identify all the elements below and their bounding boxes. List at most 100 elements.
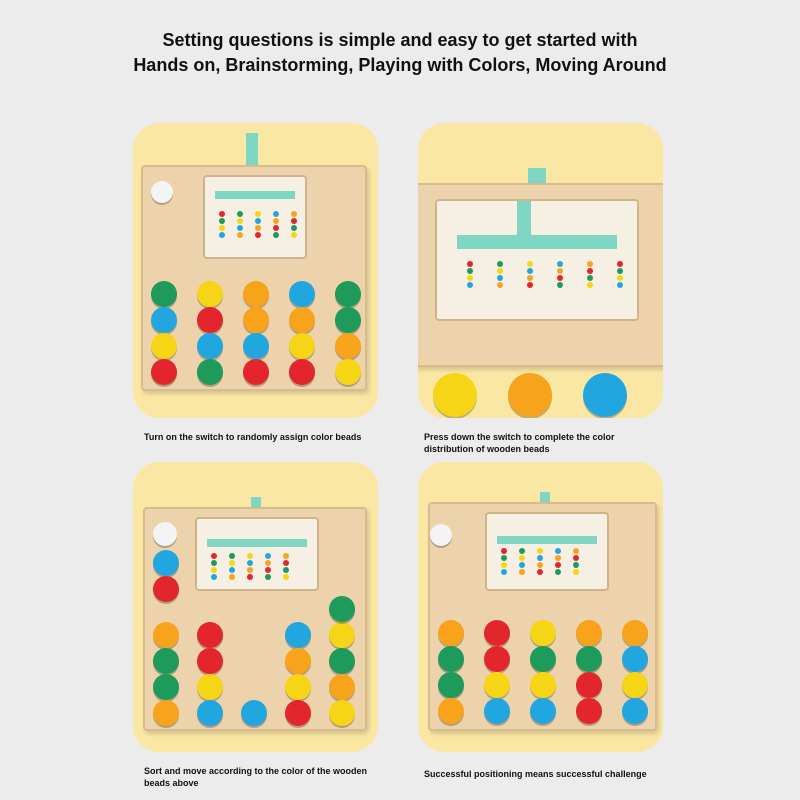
disc-yellow[interactable] [285,674,311,700]
disc-white[interactable] [151,181,173,203]
disc-blue[interactable] [622,698,648,724]
disc-blue[interactable] [583,373,627,417]
disc-red[interactable] [484,646,510,672]
disc-orange[interactable] [285,648,311,674]
disc-blue[interactable] [622,646,648,672]
bead [501,569,507,575]
disc-green[interactable] [576,646,602,672]
disc-orange[interactable] [508,373,552,417]
disc-orange[interactable] [153,622,179,648]
panel-random-assign [133,123,378,418]
disc-white[interactable] [153,522,177,546]
disc-green[interactable] [151,281,177,307]
bead [617,282,623,288]
disc-yellow[interactable] [530,672,556,698]
disc-red[interactable] [576,672,602,698]
disc-yellow[interactable] [289,333,315,359]
disc-orange[interactable] [243,307,269,333]
bead [617,275,623,281]
bead [519,555,525,561]
bead [573,555,579,561]
disc-red[interactable] [289,359,315,385]
disc-green[interactable] [335,281,361,307]
disc-red[interactable] [197,648,223,674]
disc-yellow[interactable] [335,359,361,385]
bead [283,574,289,580]
disc-green[interactable] [197,359,223,385]
disc-green[interactable] [329,596,355,622]
bead-window [485,512,609,591]
disc-orange[interactable] [438,698,464,724]
bead [573,569,579,575]
disc-yellow[interactable] [530,620,556,646]
bead [229,553,235,559]
bead [247,574,253,580]
caption-2: Press down the switch to complete the co… [424,432,615,454]
disc-orange[interactable] [438,620,464,646]
disc-orange[interactable] [335,333,361,359]
disc-green[interactable] [438,646,464,672]
disc-yellow[interactable] [151,333,177,359]
disc-blue[interactable] [289,281,315,307]
disc-green[interactable] [335,307,361,333]
disc-white[interactable] [430,524,452,546]
disc-blue[interactable] [530,698,556,724]
disc-orange[interactable] [329,674,355,700]
switch-bar [497,536,597,544]
switch-bar [215,191,295,199]
disc-orange[interactable] [576,620,602,646]
disc-red[interactable] [576,698,602,724]
bead [211,567,217,573]
disc-red[interactable] [151,359,177,385]
bead [291,211,297,217]
disc-blue[interactable] [197,333,223,359]
disc-green[interactable] [153,674,179,700]
disc-blue[interactable] [243,333,269,359]
disc-orange[interactable] [243,281,269,307]
bead [519,548,525,554]
disc-blue[interactable] [151,307,177,333]
switch-bar [207,539,307,547]
disc-yellow[interactable] [197,674,223,700]
disc-blue[interactable] [197,700,223,726]
disc-red[interactable] [484,620,510,646]
switch-bar [457,235,617,249]
panel-close-up [418,123,663,418]
disc-red[interactable] [153,576,179,602]
bead [467,275,473,281]
disc-blue[interactable] [241,700,267,726]
disc-green[interactable] [438,672,464,698]
disc-yellow[interactable] [484,672,510,698]
disc-red[interactable] [243,359,269,385]
bead [237,218,243,224]
disc-yellow[interactable] [197,281,223,307]
bead [219,218,225,224]
disc-yellow[interactable] [329,700,355,726]
disc-red[interactable] [197,622,223,648]
disc-green[interactable] [329,648,355,674]
disc-red[interactable] [285,700,311,726]
disc-orange[interactable] [289,307,315,333]
disc-green[interactable] [153,648,179,674]
disc-blue[interactable] [285,622,311,648]
disc-green[interactable] [530,646,556,672]
wooden-board [418,183,663,367]
disc-blue[interactable] [153,550,179,576]
bead [247,567,253,573]
bead [555,562,561,568]
bead-window [195,517,319,591]
disc-blue[interactable] [484,698,510,724]
bead [501,562,507,568]
disc-orange[interactable] [153,700,179,726]
disc-orange[interactable] [622,620,648,646]
disc-yellow[interactable] [433,373,477,417]
bead [501,548,507,554]
disc-yellow[interactable] [329,622,355,648]
bead [247,553,253,559]
bead [555,548,561,554]
disc-yellow[interactable] [622,672,648,698]
bead [273,218,279,224]
bead [617,268,623,274]
disc-red[interactable] [197,307,223,333]
bead [265,553,271,559]
